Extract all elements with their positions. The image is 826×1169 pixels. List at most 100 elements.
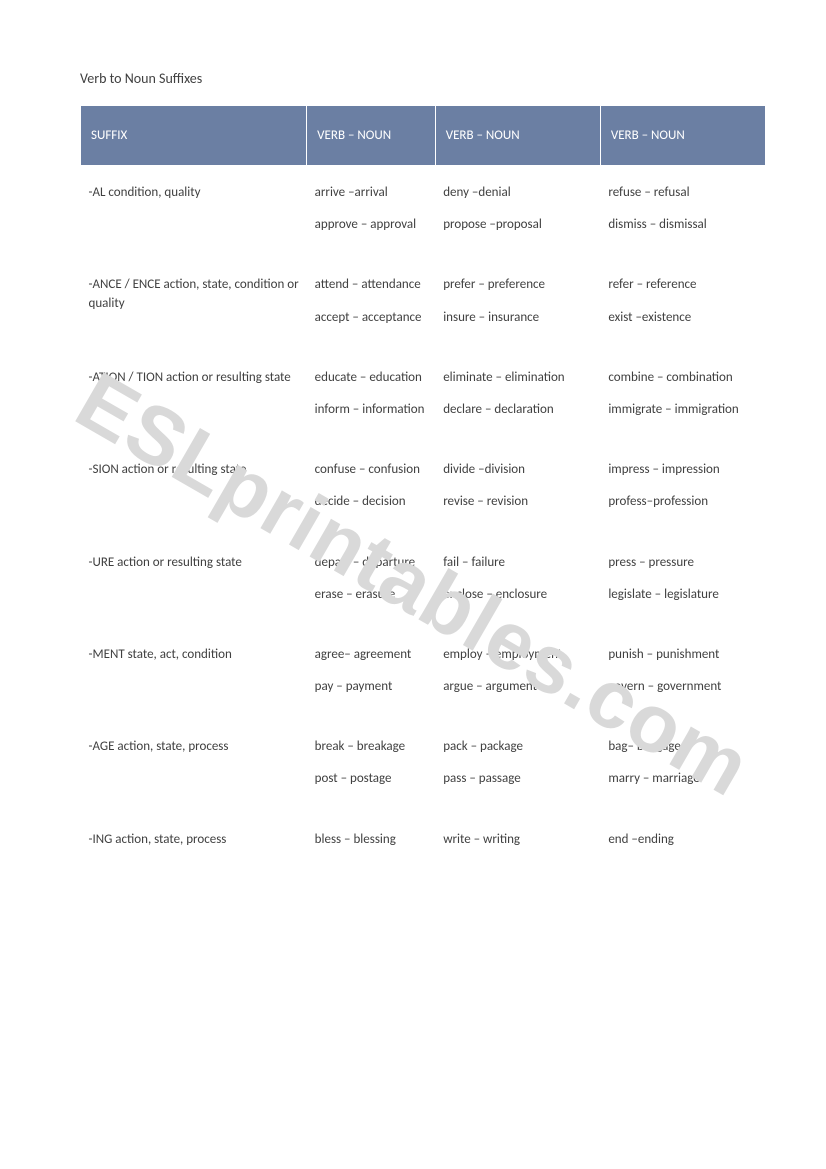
cell-line: pass – passage: [443, 770, 592, 788]
cell-suffix: -ATION / TION action or resulting state: [81, 351, 307, 443]
document-page: Verb to Noun Suffixes SUFFIX VERB – NOUN…: [0, 0, 826, 913]
cell-line: press – pressure: [608, 554, 757, 572]
cell-line: -AL condition, quality: [89, 184, 299, 202]
page-title: Verb to Noun Suffixes: [80, 70, 766, 87]
cell-col3: refer – reference exist –existence: [600, 258, 765, 350]
cell-col3: end –ending: [600, 813, 765, 873]
cell-line: eliminate – elimination: [443, 369, 592, 387]
cell-line: approve – approval: [315, 216, 428, 234]
cell-line: legislate – legislature: [608, 586, 757, 604]
cell-line: break – breakage: [315, 738, 428, 756]
cell-suffix: -URE action or resulting state: [81, 536, 307, 628]
cell-line: erase – erasure: [315, 586, 428, 604]
cell-line: dismiss – dismissal: [608, 216, 757, 234]
cell-col1: attend – attendance accept – acceptance: [307, 258, 436, 350]
cell-line: prefer – preference: [443, 276, 592, 294]
cell-line: -AGE action, state, process: [89, 738, 299, 756]
cell-suffix: -ING action, state, process: [81, 813, 307, 873]
cell-line: -SION action or resulting state: [89, 461, 299, 479]
cell-line: deny –denial: [443, 184, 592, 202]
cell-line: refuse – refusal: [608, 184, 757, 202]
cell-line: -URE action or resulting state: [89, 554, 299, 572]
header-verb-noun-1: VERB – NOUN: [307, 106, 436, 166]
cell-suffix: -ANCE / ENCE action, state, condition or…: [81, 258, 307, 350]
cell-suffix: -MENT state, act, condition: [81, 628, 307, 720]
cell-line: attend – attendance: [315, 276, 428, 294]
cell-line: end –ending: [608, 831, 757, 849]
cell-line: depart – departure: [315, 554, 428, 572]
cell-suffix: -AGE action, state, process: [81, 720, 307, 812]
cell-suffix: -AL condition, quality: [81, 166, 307, 259]
cell-line: bag– baggage: [608, 738, 757, 756]
cell-line: write – writing: [443, 831, 592, 849]
cell-col3: refuse – refusal dismiss – dismissal: [600, 166, 765, 259]
cell-col1: arrive –arrival approve – approval: [307, 166, 436, 259]
cell-col2: pack – package pass – passage: [435, 720, 600, 812]
table-row: -MENT state, act, condition agree– agreem…: [81, 628, 766, 720]
cell-col1: depart – departure erase – erasure: [307, 536, 436, 628]
cell-line: punish – punishment: [608, 646, 757, 664]
cell-line: fail – failure: [443, 554, 592, 572]
table-row: -ING action, state, process bless – bless…: [81, 813, 766, 873]
cell-col3: press – pressure legislate – legislature: [600, 536, 765, 628]
table-row: -ATION / TION action or resulting state e…: [81, 351, 766, 443]
cell-col1: break – breakage post – postage: [307, 720, 436, 812]
cell-col3: bag– baggage marry – marriage: [600, 720, 765, 812]
cell-col2: fail – failure enclose – enclosure: [435, 536, 600, 628]
cell-line: pack – package: [443, 738, 592, 756]
cell-line: post – postage: [315, 770, 428, 788]
cell-col2: deny –denial propose –proposal: [435, 166, 600, 259]
cell-line: accept – acceptance: [315, 309, 428, 327]
cell-line: pay – payment: [315, 678, 428, 696]
table-body: -AL condition, quality arrive –arrival app…: [81, 166, 766, 873]
cell-line: bless – blessing: [315, 831, 428, 849]
table-row: -AL condition, quality arrive –arrival app…: [81, 166, 766, 259]
table-row: -URE action or resulting state depart – d…: [81, 536, 766, 628]
header-suffix: SUFFIX: [81, 106, 307, 166]
cell-line: educate – education: [315, 369, 428, 387]
cell-col1: confuse – confusion decide – decision: [307, 443, 436, 535]
cell-col1: agree– agreement pay – payment: [307, 628, 436, 720]
cell-line: profess–profession: [608, 493, 757, 511]
cell-line: enclose – enclosure: [443, 586, 592, 604]
cell-col2: eliminate – elimination declare – declara…: [435, 351, 600, 443]
cell-line: insure – insurance: [443, 309, 592, 327]
cell-line: impress – impression: [608, 461, 757, 479]
cell-line: -MENT state, act, condition: [89, 646, 299, 664]
table-row: -ANCE / ENCE action, state, condition or…: [81, 258, 766, 350]
cell-col3: combine – combinationimmigrate – immigra…: [600, 351, 765, 443]
cell-line: refer – reference: [608, 276, 757, 294]
cell-line: -ING action, state, process: [89, 831, 299, 849]
cell-line: decide – decision: [315, 493, 428, 511]
cell-line: marry – marriage: [608, 770, 757, 788]
suffix-table: SUFFIX VERB – NOUN VERB – NOUN VERB – NO…: [80, 105, 766, 873]
cell-line: -ANCE / ENCE action, state, condition or…: [89, 276, 299, 312]
cell-line: govern – government: [608, 678, 757, 696]
cell-col3: punish – punishment govern – government: [600, 628, 765, 720]
cell-line: exist –existence: [608, 309, 757, 327]
cell-line: inform – information: [315, 401, 428, 419]
cell-line: declare – declaration: [443, 401, 592, 419]
cell-line: agree– agreement: [315, 646, 428, 664]
cell-line: arrive –arrival: [315, 184, 428, 202]
cell-col3: impress – impression profess–profession: [600, 443, 765, 535]
cell-line: propose –proposal: [443, 216, 592, 234]
cell-line: divide –division: [443, 461, 592, 479]
cell-col2: divide –division revise – revision: [435, 443, 600, 535]
cell-col1: bless – blessing: [307, 813, 436, 873]
cell-line: revise – revision: [443, 493, 592, 511]
cell-line: immigrate – immigration: [608, 401, 757, 419]
cell-suffix: -SION action or resulting state: [81, 443, 307, 535]
header-verb-noun-3: VERB – NOUN: [600, 106, 765, 166]
cell-col2: prefer – preference insure – insurance: [435, 258, 600, 350]
cell-line: confuse – confusion: [315, 461, 428, 479]
cell-line: argue – argument: [443, 678, 592, 696]
table-header-row: SUFFIX VERB – NOUN VERB – NOUN VERB – NO…: [81, 106, 766, 166]
cell-line: -ATION / TION action or resulting state: [89, 369, 299, 387]
cell-col1: educate – education inform – information: [307, 351, 436, 443]
header-verb-noun-2: VERB – NOUN: [435, 106, 600, 166]
cell-line: employ – employment: [443, 646, 592, 664]
cell-col2: employ – employment argue – argument: [435, 628, 600, 720]
table-row: -SION action or resulting state confuse –…: [81, 443, 766, 535]
table-row: -AGE action, state, process break – break…: [81, 720, 766, 812]
